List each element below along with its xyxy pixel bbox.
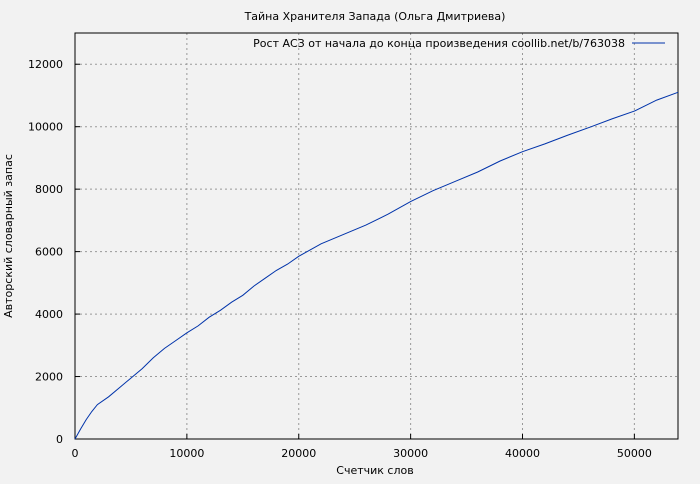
x-tick-label: 40000	[505, 447, 540, 460]
series-line	[74, 91, 679, 440]
y-tick-label: 4000	[35, 308, 63, 321]
x-tick-label: 20000	[281, 447, 316, 460]
x-tick-label: 50000	[617, 447, 652, 460]
x-tick-label: 10000	[169, 447, 204, 460]
legend-label: Рост АСЗ от начала до конца произведения…	[253, 37, 625, 50]
y-tick-label: 0	[56, 433, 63, 446]
y-tick-label: 8000	[35, 183, 63, 196]
plot-frame	[74, 32, 679, 440]
chart-title: Тайна Хранителя Запада (Ольга Дмитриева)	[244, 10, 506, 23]
x-axis-label: Счетчик слов	[336, 464, 413, 477]
y-tick-label: 6000	[35, 246, 63, 259]
x-tick-label: 30000	[393, 447, 428, 460]
y-tick-label: 12000	[28, 58, 63, 71]
y-tick-label: 10000	[28, 121, 63, 134]
y-tick-label: 2000	[35, 371, 63, 384]
y-axis-label: Авторский словарный запас	[2, 154, 15, 318]
x-tick-label: 0	[72, 447, 79, 460]
